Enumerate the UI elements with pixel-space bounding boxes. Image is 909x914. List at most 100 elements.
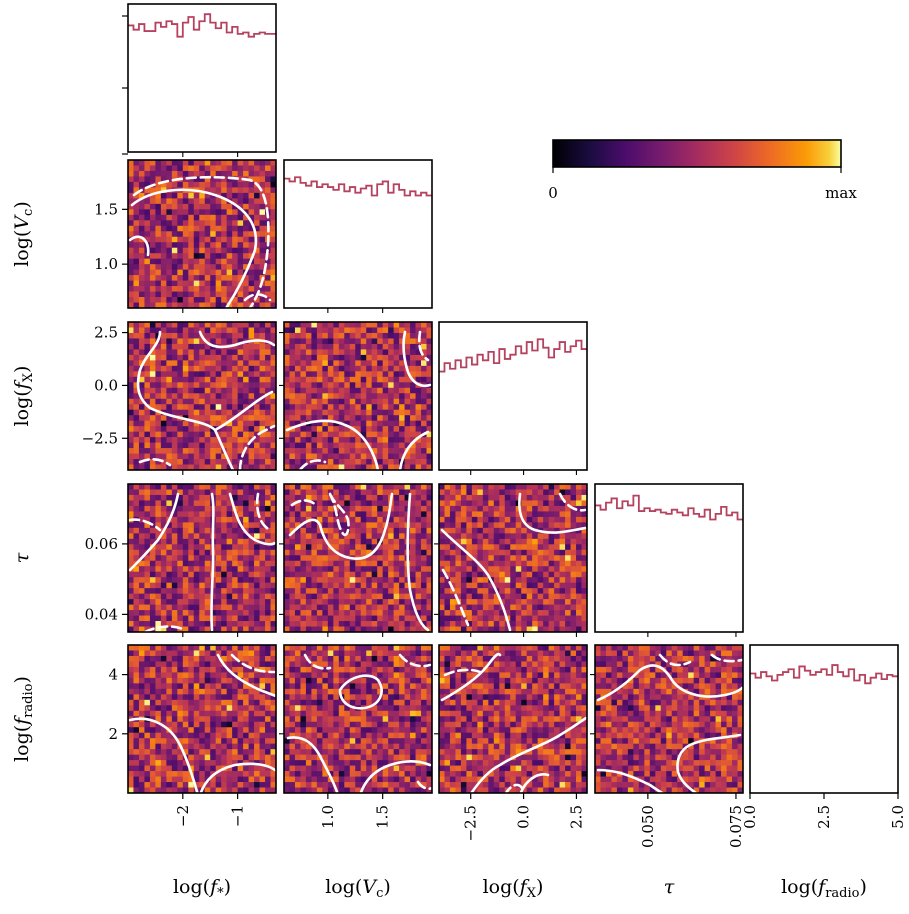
x-tick-label-Vc: 1.0 (319, 805, 337, 829)
density-heatmap (439, 484, 587, 632)
density-heatmap (128, 160, 276, 308)
x-tick-label-fX: 2.5 (567, 805, 585, 829)
panel-frame (438, 321, 588, 471)
joint-fstar-Vc (127, 159, 277, 309)
panel-frame (749, 644, 899, 794)
contour-dashed (230, 653, 276, 674)
panel-frame (594, 644, 744, 794)
x-tick-label-fradio: 0.0 (741, 805, 759, 829)
histogram-line-fradio (750, 664, 898, 685)
contour-dashed (138, 424, 276, 470)
x-axis-label-fstar: log(f*) (173, 876, 231, 901)
contour-dashed (132, 175, 272, 308)
marginal-fX (438, 321, 588, 471)
joint-fstar-tau (127, 483, 277, 633)
x-tick-label-tau: 0.075 (727, 805, 745, 848)
contour-dashed (128, 492, 272, 632)
x-axis-label-fX: log(fX) (483, 876, 544, 901)
joint-tau-fradio (594, 644, 744, 794)
marginal-Vc (283, 159, 433, 309)
marginal-fradio (749, 644, 899, 794)
colorbar-min-label: 0 (548, 184, 558, 202)
y-axis-label-fX: log(fX) (11, 366, 36, 427)
panel-frame (127, 483, 277, 633)
x-axis-label-Vc: log(Vc) (325, 876, 391, 901)
contour-solid (596, 664, 743, 793)
joint-Vc-fX (283, 321, 433, 471)
x-tick-label-fX: 0.0 (515, 805, 533, 829)
contour-solid (440, 492, 587, 632)
contour-solid (128, 188, 258, 308)
histogram-line-fstar (128, 13, 276, 38)
panel-frame (438, 483, 588, 633)
histogram-line-fX (439, 338, 587, 373)
density-heatmap (284, 645, 432, 793)
y-tick-label-tau: 0.04 (85, 605, 118, 623)
density-heatmap (595, 645, 743, 793)
y-tick-label-fradio: 2 (108, 725, 118, 743)
x-tick-label-fradio: 2.5 (815, 805, 833, 829)
x-axis-label-fradio: log(fradio) (781, 876, 867, 901)
contour-dashed (441, 492, 587, 627)
y-axis-label-tau: τ (11, 552, 33, 563)
y-tick-label-fX: 0.0 (94, 376, 118, 394)
histogram-line-tau (595, 494, 743, 521)
panel-frame (127, 321, 277, 471)
contour-solid (288, 492, 430, 632)
y-tick-label-fradio: 4 (108, 666, 118, 684)
density-heatmap (284, 484, 432, 632)
density-heatmap (128, 322, 276, 470)
joint-fX-tau (438, 483, 588, 633)
contour-dashed (298, 330, 430, 470)
x-axis-label-tau: τ (664, 876, 675, 898)
y-tick-label-tau: 0.06 (85, 535, 118, 553)
colorbar-gradient (552, 139, 842, 168)
y-tick-label-Vc: 1.0 (94, 255, 118, 273)
marginal-tau (594, 483, 744, 633)
panel-frame (127, 3, 277, 153)
joint-Vc-tau (283, 483, 433, 633)
density-heatmap (128, 645, 276, 793)
contour-solid (285, 330, 432, 470)
contour-dashed (303, 653, 432, 791)
colorbar-max-label: max (825, 184, 857, 202)
density-heatmap (439, 645, 587, 793)
contour-solid (136, 330, 276, 470)
joint-fX-fradio (438, 644, 588, 794)
density-heatmap (284, 322, 432, 470)
panel-frame (438, 644, 588, 794)
panel-frame (283, 159, 433, 309)
panel-frame (283, 483, 433, 633)
x-tick-label-fradio: 5.0 (889, 805, 907, 829)
histogram-line-Vc (284, 176, 432, 197)
density-heatmap (128, 484, 276, 632)
panel-frame (127, 159, 277, 309)
colorbar: 0 max (548, 139, 857, 202)
panel-frame (283, 321, 433, 471)
joint-Vc-fradio (283, 644, 433, 794)
marginal-fstar (127, 3, 277, 153)
panel-frame (127, 644, 277, 794)
panel-frame (283, 644, 433, 794)
contour-solid (128, 492, 276, 632)
x-tick-label-fX: −2.5 (462, 805, 480, 841)
joint-fstar-fradio (127, 644, 277, 794)
x-tick-label-Vc: 1.5 (374, 805, 392, 829)
y-tick-label-fX: 2.5 (94, 324, 118, 342)
contour-solid (440, 652, 587, 793)
x-tick-label-tau: 0.050 (639, 805, 657, 848)
x-tick-label-fstar: −2 (174, 805, 192, 827)
y-tick-label-fX: −2.5 (82, 429, 118, 447)
contour-solid (128, 653, 276, 793)
contour-dashed (658, 653, 743, 667)
contour-dashed (290, 492, 350, 537)
panel-frame (594, 483, 744, 633)
joint-fstar-fX (127, 321, 277, 471)
contour-solid (286, 674, 432, 793)
x-tick-label-fstar: −1 (229, 805, 247, 827)
y-axis-label-Vc: log(Vc) (11, 201, 36, 267)
y-tick-label-Vc: 1.5 (94, 200, 118, 218)
y-axis-label-fradio: log(fradio) (11, 676, 36, 762)
